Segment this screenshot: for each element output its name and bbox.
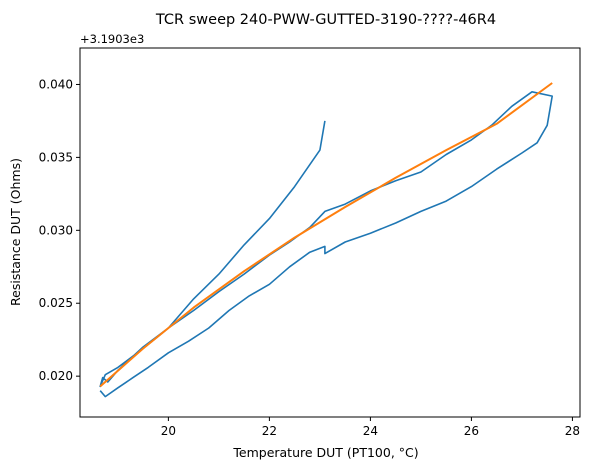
plot-area	[79, 47, 581, 418]
x-axis-label: Temperature DUT (PT100, °C)	[232, 445, 418, 460]
y-tick-label: 0.035	[39, 150, 73, 164]
measured-line	[99, 91, 554, 398]
y-tick-label: 0.025	[39, 296, 73, 310]
x-tick-label: 20	[161, 424, 176, 438]
chart-title: TCR sweep 240-PWW-GUTTED-3190-????-46R4	[155, 12, 496, 28]
x-tick-label: 22	[262, 424, 277, 438]
series-group	[99, 82, 554, 398]
y-tick-label: 0.040	[39, 77, 73, 91]
plot-frame	[79, 47, 581, 418]
y-axis-offset-label: +3.1903e3	[80, 32, 144, 46]
y-tick-label: 0.030	[39, 223, 73, 237]
x-tick-label: 26	[464, 424, 479, 438]
y-axis-label: Resistance DUT (Ohms)	[8, 158, 23, 306]
y-axis-ticks: 0.020 0.025 0.030 0.035 0.040	[39, 77, 80, 383]
x-tick-label: 28	[565, 424, 580, 438]
x-axis-ticks: 20 22 24 26 28	[161, 417, 580, 438]
y-tick-label: 0.020	[39, 369, 73, 383]
fit-line	[99, 82, 553, 388]
x-tick-label: 24	[363, 424, 378, 438]
